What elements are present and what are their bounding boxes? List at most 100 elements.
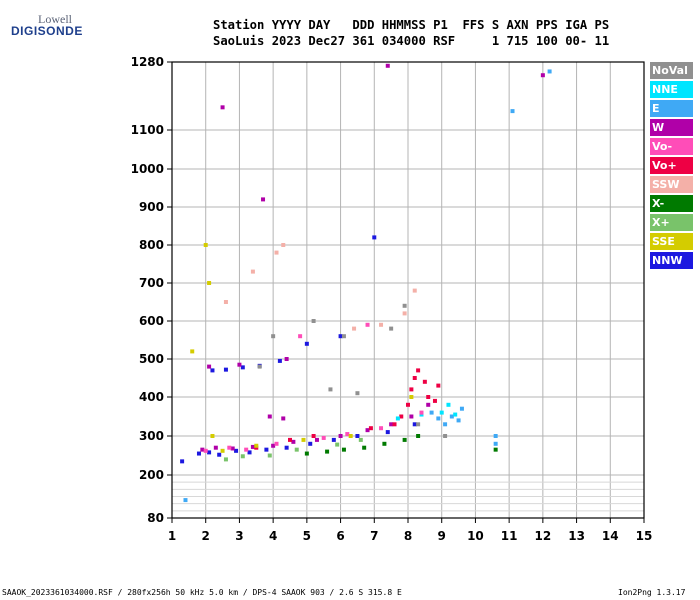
data-point — [180, 459, 185, 464]
data-point — [402, 311, 407, 316]
data-point — [456, 418, 461, 423]
data-point — [227, 445, 232, 450]
data-point — [264, 447, 269, 452]
data-point — [409, 414, 414, 419]
data-point — [234, 448, 239, 453]
data-point — [345, 432, 350, 437]
data-point — [382, 441, 387, 446]
data-point — [493, 434, 498, 438]
legend-item: SSW — [650, 176, 693, 193]
data-point — [453, 412, 458, 417]
data-point — [250, 444, 255, 449]
data-point — [446, 402, 451, 407]
data-point — [277, 358, 282, 363]
x-tick-label: 1 — [168, 529, 176, 543]
data-point — [416, 434, 421, 438]
data-point — [311, 319, 316, 323]
data-point — [250, 269, 255, 274]
data-point — [419, 410, 424, 415]
data-point — [244, 447, 249, 452]
data-point — [368, 426, 373, 431]
y-tick-label: 200 — [139, 468, 164, 482]
data-point — [294, 447, 299, 452]
data-point — [459, 406, 464, 411]
legend-item: NNE — [650, 81, 693, 98]
footer-version: Ion2Png 1.3.17 — [618, 588, 686, 597]
x-tick-label: 2 — [202, 529, 210, 543]
x-tick-label: 3 — [235, 529, 243, 543]
legend-item: Vo- — [650, 138, 693, 155]
data-point — [281, 416, 286, 421]
legend-item: E — [650, 100, 693, 117]
data-point — [190, 349, 195, 354]
data-point — [547, 69, 552, 74]
data-point — [365, 322, 370, 327]
data-point — [436, 383, 441, 388]
data-point — [389, 422, 394, 427]
data-point — [412, 422, 417, 427]
brand-logo-bottom: DIGISONDE — [11, 24, 83, 38]
data-point — [321, 435, 326, 440]
legend-item: X+ — [650, 214, 693, 231]
data-point — [402, 437, 407, 442]
data-point — [379, 322, 384, 327]
data-point — [341, 334, 346, 339]
data-point — [355, 434, 360, 438]
data-point — [220, 448, 225, 453]
x-tick-label: 9 — [438, 529, 446, 543]
data-point — [449, 414, 454, 419]
y-tick-label: 1100 — [131, 123, 164, 137]
data-point — [314, 437, 319, 442]
data-point — [304, 451, 309, 456]
data-point — [416, 422, 421, 427]
data-point — [311, 434, 316, 438]
legend-item: SSE — [650, 233, 693, 250]
data-point — [261, 197, 266, 202]
x-tick-label: 15 — [636, 529, 653, 543]
data-point — [304, 341, 309, 346]
x-tick-label: 6 — [336, 529, 344, 543]
data-point — [355, 391, 360, 396]
data-point — [183, 498, 188, 503]
data-point — [200, 447, 205, 452]
data-point — [257, 364, 262, 369]
data-point — [338, 334, 343, 339]
data-point — [325, 449, 330, 454]
data-point — [281, 243, 286, 247]
data-point — [207, 364, 212, 369]
header-labels: Station YYYY DAY DDD HHMMSS P1 FFS S AXN… — [213, 18, 610, 32]
data-point — [274, 441, 279, 446]
data-point — [291, 439, 296, 444]
x-tick-label: 12 — [535, 529, 552, 543]
data-point — [412, 376, 417, 380]
y-tick-label: 600 — [139, 314, 164, 328]
data-point — [254, 443, 259, 448]
data-point — [207, 281, 212, 285]
y-tick-label: 500 — [139, 352, 164, 366]
data-point — [406, 402, 410, 407]
data-point — [395, 416, 400, 421]
data-point — [196, 451, 201, 456]
data-point — [416, 368, 421, 373]
data-point — [402, 303, 407, 308]
data-point — [267, 414, 272, 419]
data-point — [365, 428, 370, 433]
data-point — [271, 443, 276, 448]
data-point — [510, 109, 515, 114]
data-point — [203, 448, 208, 453]
legend-item: W — [650, 119, 693, 136]
y-tick-label: 1000 — [131, 162, 164, 176]
data-point — [223, 300, 228, 304]
data-point — [288, 437, 292, 442]
x-tick-label: 10 — [467, 529, 484, 543]
data-point — [385, 430, 390, 435]
data-point — [230, 446, 235, 451]
x-tick-label: 13 — [568, 529, 585, 543]
data-point — [426, 395, 431, 399]
data-point — [213, 445, 218, 450]
x-tick-label: 7 — [370, 529, 378, 543]
data-point — [439, 410, 444, 415]
data-point — [409, 387, 414, 392]
data-point — [436, 416, 441, 421]
